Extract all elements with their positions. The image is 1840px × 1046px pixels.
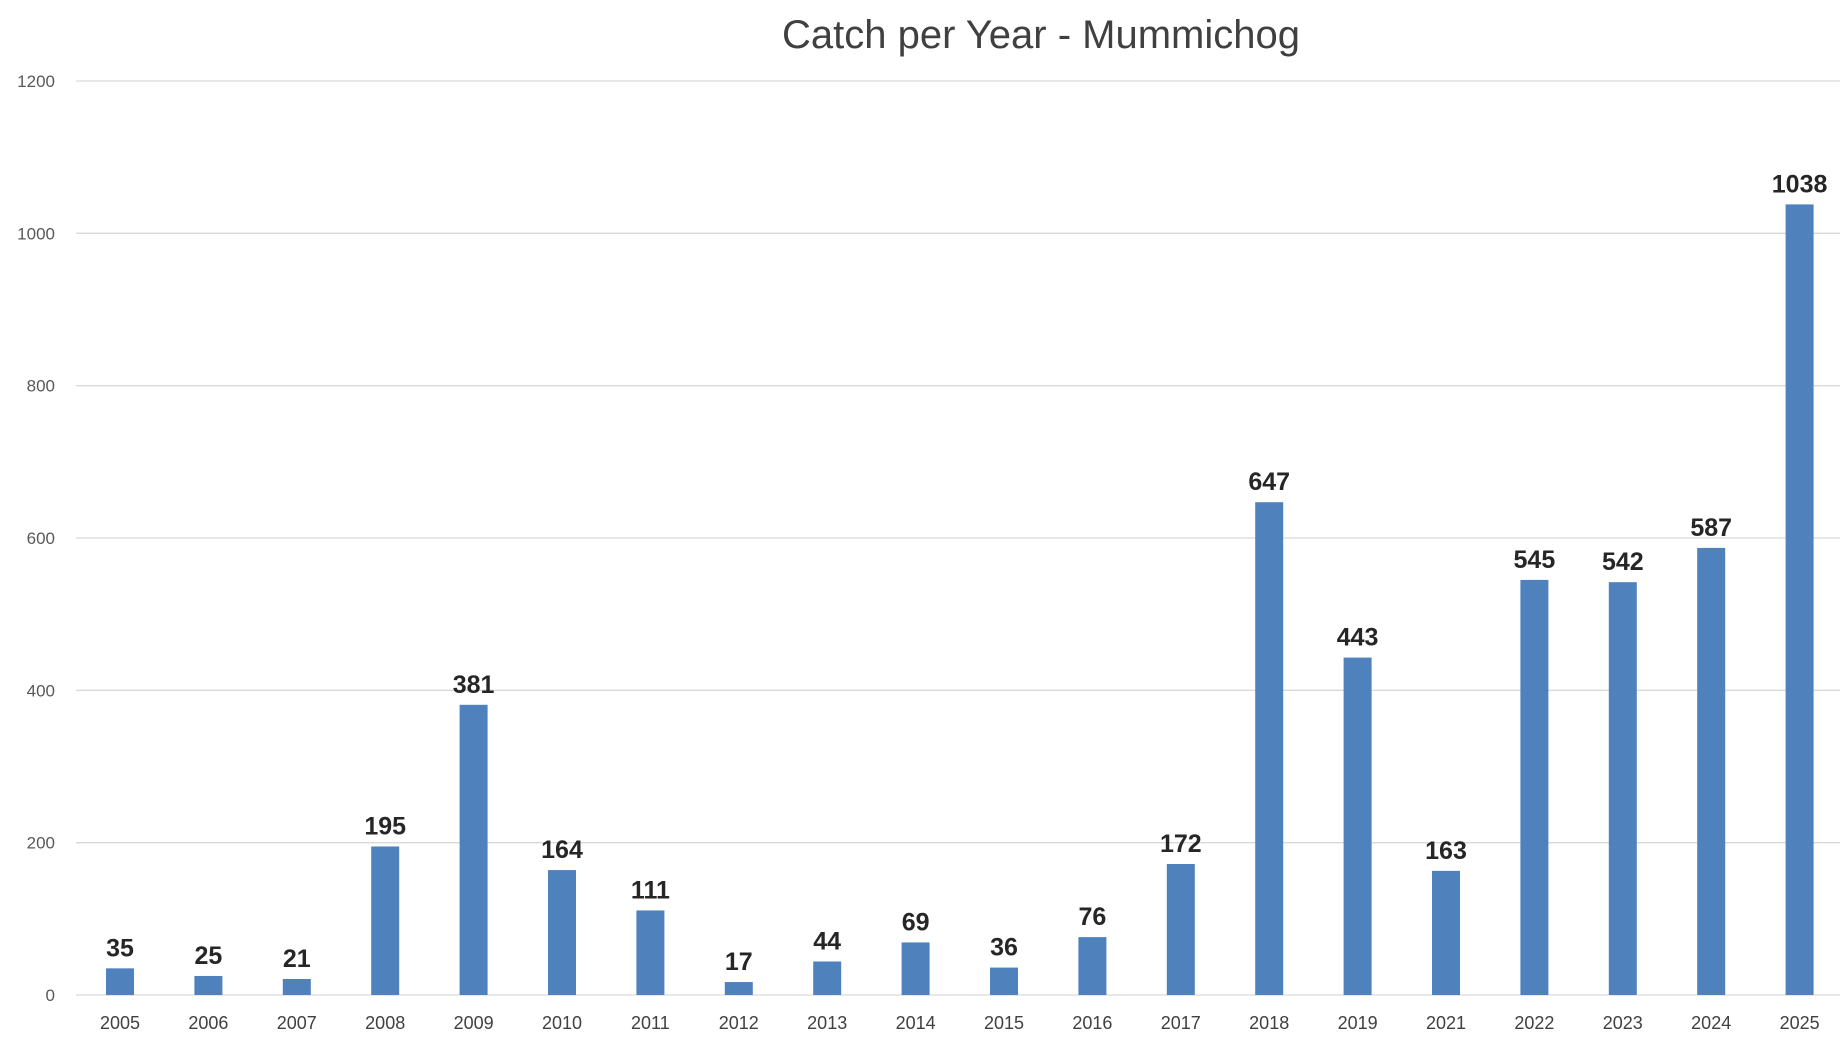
data-label: 587 — [1690, 514, 1732, 542]
data-label: 545 — [1514, 546, 1556, 574]
x-tick-label: 2011 — [631, 1013, 670, 1033]
y-tick-label: 800 — [27, 377, 55, 396]
data-labels: 35 25 21 195 381 164 111 17 44 69 36 76 172 647 443 163… — [106, 170, 1827, 976]
y-tick-label: 0 — [46, 986, 55, 1005]
y-tick-label: 200 — [27, 834, 55, 853]
bar-2011 — [636, 910, 665, 995]
x-tick-label: 2016 — [1072, 1013, 1112, 1033]
data-label: 25 — [194, 942, 222, 970]
x-tick-label: 2024 — [1691, 1013, 1731, 1033]
bar-2019 — [1343, 657, 1372, 995]
bar-2025 — [1785, 204, 1814, 995]
bar-2010 — [548, 870, 576, 995]
x-tick-label: 2015 — [984, 1013, 1024, 1033]
bar-2006 — [194, 975, 223, 995]
x-tick-label: 2013 — [807, 1013, 847, 1033]
x-tick-label: 2009 — [454, 1013, 494, 1033]
x-tick-label: 2014 — [896, 1013, 936, 1033]
x-tick-label: 2023 — [1603, 1013, 1643, 1033]
y-axis: 0 200 400 600 800 1000 1200 — [17, 72, 55, 1005]
gridlines — [76, 80, 1840, 996]
data-label: 195 — [364, 812, 406, 840]
bar-2022 — [1520, 579, 1549, 995]
data-label: 163 — [1425, 837, 1467, 865]
bars — [106, 204, 1814, 995]
x-tick-label: 2005 — [100, 1013, 140, 1033]
data-label: 21 — [283, 945, 311, 973]
data-label: 44 — [813, 927, 841, 955]
data-label: 172 — [1160, 830, 1202, 858]
data-label: 443 — [1337, 624, 1379, 652]
bar-2005 — [106, 968, 134, 995]
x-tick-label: 2012 — [719, 1013, 759, 1033]
x-tick-label: 2010 — [542, 1013, 582, 1033]
bar-2015 — [990, 967, 1018, 995]
bar-2013 — [813, 961, 842, 995]
bar-2008 — [371, 846, 400, 995]
y-tick-label: 600 — [27, 529, 55, 548]
bar-2007 — [282, 979, 311, 995]
bar-2009 — [459, 704, 488, 995]
bar-2023 — [1608, 582, 1637, 995]
data-label: 111 — [631, 876, 670, 904]
chart-title: Catch per Year - Mummichog — [782, 13, 1300, 57]
y-tick-label: 1200 — [17, 72, 55, 91]
bar-2014 — [901, 942, 930, 995]
data-label: 36 — [990, 934, 1018, 962]
data-label: 76 — [1078, 903, 1106, 931]
x-tick-label: 2018 — [1249, 1013, 1289, 1033]
bar-2017 — [1166, 863, 1195, 995]
bar-2018 — [1255, 502, 1284, 995]
data-label: 164 — [541, 836, 583, 864]
data-label: 647 — [1248, 468, 1290, 496]
bar-2024 — [1697, 547, 1726, 995]
x-tick-label: 2022 — [1514, 1013, 1554, 1033]
y-tick-label: 400 — [27, 681, 55, 700]
y-tick-label: 1000 — [17, 224, 55, 243]
x-tick-label: 2007 — [277, 1013, 317, 1033]
data-label: 69 — [902, 908, 930, 936]
x-tick-label: 2019 — [1338, 1013, 1378, 1033]
bar-2021 — [1432, 870, 1460, 995]
bar-2012 — [724, 982, 753, 995]
x-tick-label: 2006 — [188, 1013, 228, 1033]
x-tick-label: 2008 — [365, 1013, 405, 1033]
data-label: 17 — [725, 948, 753, 976]
data-label: 542 — [1602, 548, 1644, 576]
bar-2016 — [1078, 937, 1107, 995]
data-label: 381 — [453, 671, 495, 699]
x-tick-label: 2021 — [1426, 1013, 1466, 1033]
data-label: 1038 — [1772, 170, 1828, 198]
x-tick-label: 2025 — [1780, 1013, 1820, 1033]
x-axis: 2005 2006 2007 2008 2009 2010 2011 2012 2013 2014… — [100, 1013, 1820, 1033]
data-label: 35 — [106, 934, 134, 962]
x-tick-label: 2017 — [1161, 1013, 1201, 1033]
